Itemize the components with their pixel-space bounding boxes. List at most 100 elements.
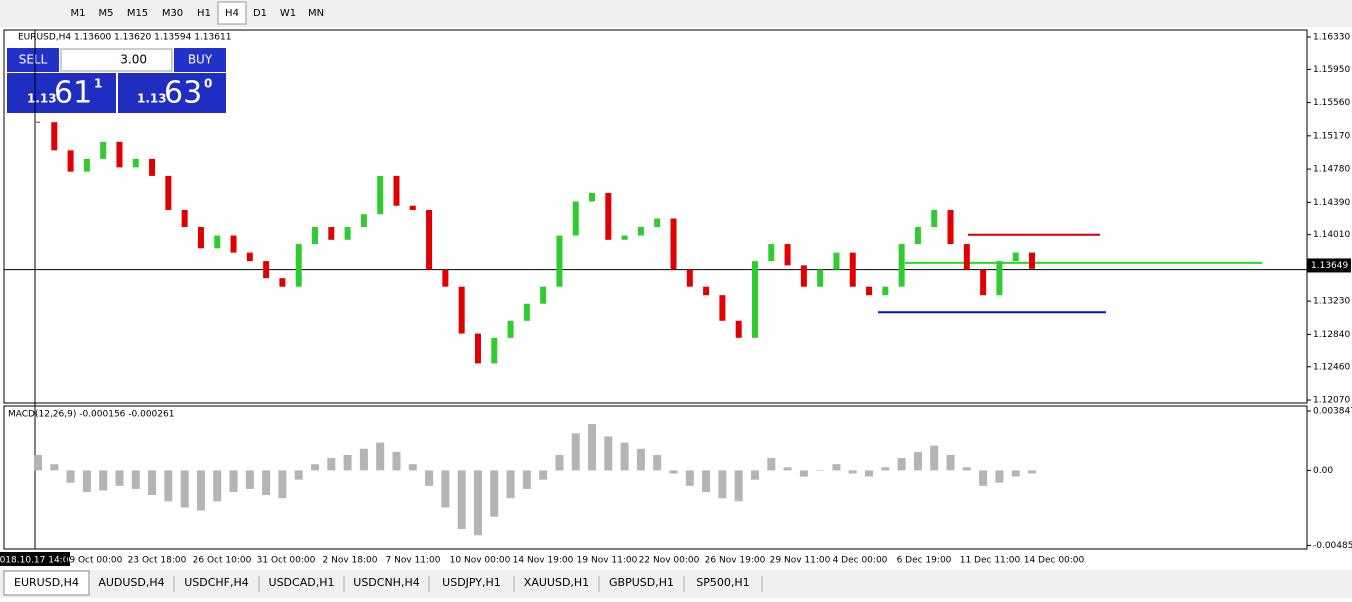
- buy-button[interactable]: [174, 48, 226, 72]
- candle: [589, 192, 596, 202]
- candle: [768, 244, 775, 262]
- timeframe-button[interactable]: H1: [197, 8, 211, 19]
- candle: [100, 141, 107, 159]
- candle: [279, 278, 286, 287]
- macd-bar: [506, 470, 515, 499]
- candle: [882, 286, 889, 296]
- macd-bar: [490, 470, 499, 517]
- macd-bar: [441, 470, 450, 508]
- crosshair-date-box: [0, 552, 70, 566]
- timeframe-button[interactable]: M5: [99, 8, 114, 19]
- timeframe-button[interactable]: MN: [308, 8, 324, 19]
- macd-bar: [34, 454, 42, 471]
- volume-input[interactable]: [60, 48, 173, 72]
- timeframe-button[interactable]: M30: [162, 8, 183, 19]
- chart-tab[interactable]: USDCHF,H4: [184, 576, 249, 589]
- x-tick-label: 22 Nov 00:00: [639, 556, 700, 566]
- macd-bar: [702, 470, 711, 493]
- buy-pip: 0: [204, 77, 212, 91]
- candle: [83, 158, 90, 172]
- macd-bar: [522, 470, 531, 489]
- timeframe-button[interactable]: M15: [127, 8, 148, 19]
- chart-tab[interactable]: XAUUSD,H1: [524, 576, 589, 589]
- timeframe-button[interactable]: H4: [225, 8, 239, 19]
- macd-bar: [571, 433, 580, 471]
- candle: [312, 227, 319, 245]
- macd-bar: [131, 470, 140, 489]
- x-tick-label: 10 Nov 00:00: [450, 556, 511, 566]
- macd-bar: [848, 470, 857, 474]
- buy-main: 63: [164, 76, 202, 111]
- candle: [491, 337, 498, 364]
- candle: [344, 227, 351, 240]
- macd-bar: [897, 458, 906, 471]
- macd-bar: [115, 470, 124, 486]
- timeframe-button[interactable]: D1: [253, 8, 267, 19]
- candle: [426, 209, 433, 270]
- sell-price-box[interactable]: [7, 73, 116, 113]
- candle: [556, 235, 563, 287]
- macd-bar: [653, 454, 662, 471]
- x-tick-label: 4 Dec 00:00: [833, 556, 888, 566]
- candle: [116, 141, 123, 168]
- candle: [393, 175, 400, 206]
- sell-button[interactable]: [7, 48, 59, 72]
- chart-tab[interactable]: EURUSD,H4: [14, 576, 79, 589]
- candle: [540, 286, 547, 304]
- sell-big: 1.13: [27, 92, 57, 106]
- candle: [637, 227, 644, 236]
- timeframe-button[interactable]: M1: [71, 8, 86, 19]
- active-timeframe: [217, 1, 247, 25]
- macd-bar: [164, 470, 173, 502]
- chart-tab[interactable]: USDCNH,H4: [353, 576, 419, 589]
- candle: [866, 286, 873, 296]
- candle: [214, 235, 221, 249]
- macd-bar: [311, 464, 320, 471]
- candle: [263, 261, 270, 279]
- candle: [735, 320, 742, 338]
- candle: [931, 209, 938, 228]
- candle: [817, 269, 824, 287]
- x-tick-label: 7 Nov 11:00: [386, 556, 441, 566]
- candle: [654, 218, 661, 228]
- buy-label: BUY: [188, 53, 213, 67]
- candle: [980, 269, 987, 296]
- candle: [474, 333, 481, 364]
- y-tick-label: 0.00: [1313, 466, 1333, 476]
- macd-bar: [555, 454, 564, 471]
- buy-price-box[interactable]: [118, 73, 226, 113]
- y-tick-label: 1.14780: [1313, 165, 1350, 175]
- current-price-label: 1.13649: [1311, 261, 1348, 271]
- macd-bar: [718, 470, 727, 499]
- timeframe-button[interactable]: W1: [280, 8, 296, 19]
- macd-bar: [669, 470, 678, 474]
- trade-panel: SELL 3.00 BUY 1.13 61 1 1.13 63 0: [7, 48, 226, 113]
- x-tick-label: 26 Nov 19:00: [705, 556, 766, 566]
- candle: [246, 252, 253, 262]
- x-tick-label: 31 Oct 00:00: [257, 556, 316, 566]
- chart-tab[interactable]: GBPUSD,H1: [609, 576, 674, 589]
- candle: [784, 244, 791, 266]
- sell-main: 61: [54, 76, 92, 111]
- macd-bar: [539, 470, 548, 480]
- chart-tab[interactable]: AUDUSD,H4: [98, 576, 164, 589]
- candle: [149, 158, 156, 176]
- chart-tab[interactable]: USDCAD,H1: [269, 576, 335, 589]
- macd-bar: [636, 448, 645, 471]
- candle: [686, 269, 693, 287]
- y-tick-label: 0.003847: [1313, 406, 1352, 416]
- y-tick-label: 1.13230: [1313, 297, 1350, 307]
- candle: [703, 286, 710, 296]
- macd-bar: [767, 458, 776, 471]
- sell-label: SELL: [19, 53, 48, 67]
- chart-tab[interactable]: USDJPY,H1: [442, 576, 501, 589]
- macd-bar: [832, 464, 841, 471]
- macd-bar: [604, 436, 613, 471]
- y-tick-label: -0.004856: [1313, 541, 1352, 551]
- y-tick-label: 1.14390: [1313, 198, 1350, 208]
- macd-bar: [473, 470, 482, 536]
- chart-tab[interactable]: SP500,H1: [696, 576, 749, 589]
- macd-bar: [588, 424, 597, 471]
- macd-bar: [408, 464, 417, 471]
